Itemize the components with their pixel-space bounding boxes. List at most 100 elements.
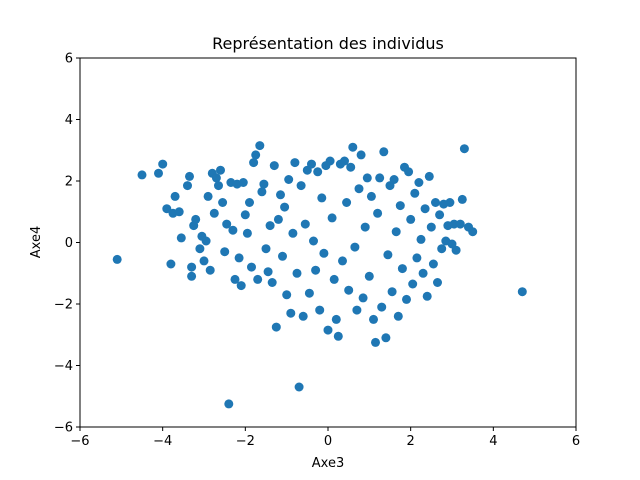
scatter-point: [393, 311, 403, 321]
y-axis: −6 −4 −2 0 2 4 6: [54, 52, 80, 436]
y-tick-label: 4: [65, 113, 73, 128]
scatter-point: [282, 290, 292, 300]
scatter-point: [414, 178, 424, 187]
scatter-point: [329, 274, 339, 284]
scatter-point: [371, 337, 380, 347]
scatter-point: [431, 198, 440, 207]
scatter-point: [199, 256, 209, 266]
scatter-point: [389, 175, 399, 184]
scatter-point: [253, 274, 263, 284]
scatter-point: [416, 234, 426, 244]
scatter-point: [166, 259, 176, 269]
x-tick-label: 2: [407, 434, 415, 449]
scatter-point: [271, 322, 281, 332]
scatter-point: [205, 265, 215, 275]
scatter-point: [352, 305, 362, 315]
y-axis-label: Axe4: [29, 226, 44, 258]
scatter-point: [245, 198, 254, 207]
scatter-point: [319, 248, 329, 258]
scatter-point: [137, 170, 147, 180]
scatter-point: [459, 144, 469, 154]
scatter-point: [468, 227, 478, 237]
scatter-point: [187, 262, 197, 272]
scatter-point: [294, 382, 304, 392]
points-layer: [112, 141, 527, 409]
scatter-point: [224, 399, 234, 409]
scatter-point: [354, 184, 364, 194]
scatter-point: [269, 161, 279, 171]
x-tick-label: 6: [572, 434, 580, 449]
scatter-point: [517, 287, 527, 297]
scatter-point: [240, 210, 250, 220]
scatter-point: [317, 193, 327, 203]
scatter-point: [265, 221, 275, 231]
scatter-point: [377, 302, 387, 312]
scatter-point: [420, 204, 430, 214]
scatter-point: [209, 208, 219, 218]
scatter-point: [309, 236, 318, 246]
scatter-point: [435, 210, 445, 220]
scatter-point: [428, 259, 438, 269]
scatter-point: [296, 181, 306, 191]
scatter-point: [412, 253, 422, 263]
scatter-point: [449, 219, 459, 229]
scatter-point: [158, 159, 168, 169]
scatter-point: [406, 214, 416, 224]
scatter-point: [364, 271, 374, 281]
scatter-point: [288, 228, 298, 238]
scatter-point: [369, 314, 378, 324]
scatter-point: [360, 222, 370, 232]
scatter-point: [375, 173, 385, 183]
scatter-point: [323, 325, 333, 335]
scatter-point: [373, 208, 383, 218]
scatter-point: [356, 150, 366, 160]
scatter-point: [313, 167, 323, 177]
scatter-point: [286, 308, 296, 318]
scatter-point: [216, 165, 225, 175]
scatter-point: [220, 247, 230, 257]
scatter-point: [340, 156, 349, 166]
scatter-point: [203, 191, 213, 201]
scatter-point: [424, 171, 434, 181]
scatter-point: [300, 219, 310, 229]
scatter-point: [251, 150, 261, 160]
scatter-point: [234, 253, 244, 263]
scatter-point: [433, 278, 442, 287]
scatter-point: [222, 219, 232, 229]
scatter-point: [348, 142, 358, 152]
scatter-point: [247, 262, 256, 272]
scatter-point: [230, 274, 240, 284]
scatter-point: [307, 159, 316, 169]
scatter-point: [176, 233, 186, 243]
scatter-point: [280, 202, 290, 212]
scatter-point: [278, 251, 287, 261]
x-axis-label: Axe3: [312, 456, 344, 471]
x-tick-label: −6: [70, 434, 89, 449]
scatter-point: [387, 287, 397, 297]
scatter-point: [214, 181, 223, 191]
x-tick-label: 0: [324, 434, 332, 449]
scatter-point: [311, 265, 321, 275]
y-tick-label: −2: [54, 298, 73, 313]
scatter-point: [298, 311, 308, 321]
scatter-point: [422, 291, 432, 301]
scatter-point: [236, 281, 246, 291]
scatter-point: [379, 147, 389, 157]
scatter-point: [404, 167, 414, 177]
scatter-point: [315, 305, 325, 315]
y-tick-label: 2: [65, 175, 73, 190]
scatter-point: [342, 198, 352, 207]
scatter-point: [211, 173, 221, 183]
scatter-point: [284, 175, 294, 184]
scatter-point: [185, 171, 194, 181]
scatter-point: [437, 244, 447, 254]
y-tick-label: 0: [65, 236, 73, 251]
scatter-point: [276, 190, 285, 200]
scatter-point: [402, 294, 411, 304]
scatter-point: [327, 213, 337, 223]
scatter-point: [292, 268, 302, 278]
scatter-point: [397, 264, 407, 274]
scatter-point: [261, 244, 271, 254]
scatter-point: [366, 191, 376, 201]
